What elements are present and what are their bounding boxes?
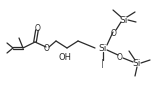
Text: O: O [117, 53, 123, 61]
Text: Si: Si [99, 44, 107, 53]
Text: O: O [44, 44, 49, 53]
Text: |: | [101, 60, 103, 69]
Text: O: O [35, 24, 41, 32]
Text: O: O [111, 28, 117, 37]
Text: Si: Si [120, 16, 128, 24]
Text: Si: Si [133, 58, 141, 68]
Text: OH: OH [59, 53, 72, 61]
